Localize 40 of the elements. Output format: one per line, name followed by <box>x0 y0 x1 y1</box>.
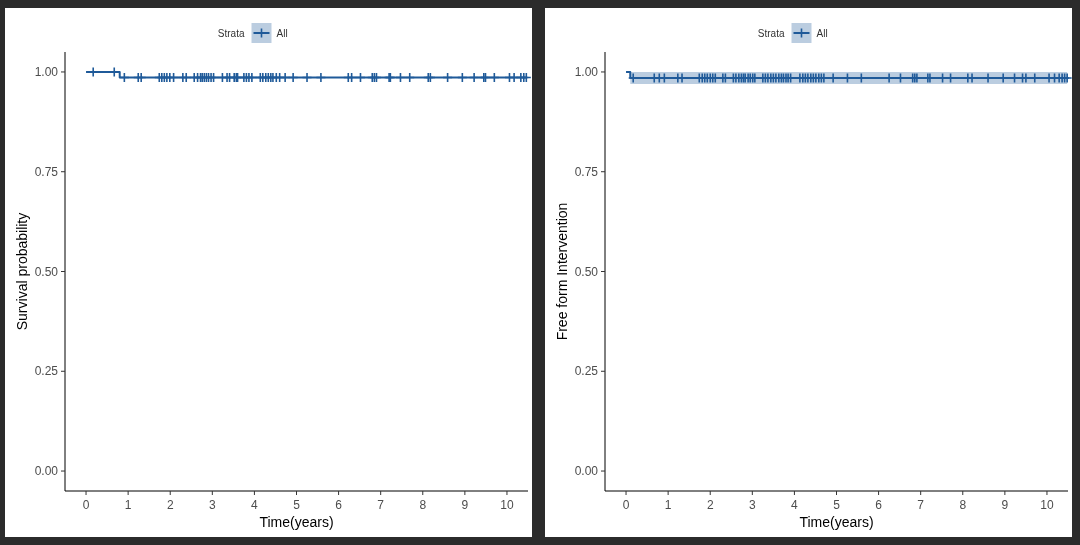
x-tick-label: 2 <box>166 498 174 512</box>
x-tick-label: 2 <box>706 498 714 512</box>
x-tick-label: 9 <box>461 498 469 512</box>
x-tick-label: 6 <box>875 498 883 512</box>
x-tick-label: 5 <box>293 498 301 512</box>
x-tick-label: 9 <box>1001 498 1009 512</box>
y-tick-label: 0.25 <box>574 364 599 379</box>
x-tick-label: 4 <box>251 498 259 512</box>
legend-label: All <box>276 28 288 39</box>
x-tick-label: 3 <box>208 498 216 512</box>
x-tick-label: 10 <box>1040 498 1054 512</box>
y-tick-label: 0.00 <box>574 464 599 479</box>
x-tick-label: 0 <box>82 498 90 512</box>
x-tick-label: 5 <box>833 498 841 512</box>
y-tick-label: 1.00 <box>574 64 599 79</box>
y-axis-title: Survival probability <box>14 212 30 331</box>
x-axis-title: Time(years) <box>259 514 334 530</box>
x-tick-label: 6 <box>335 498 343 512</box>
x-tick-label: 3 <box>748 498 756 512</box>
legend-title: Strata <box>217 28 245 39</box>
y-tick-label: 0.75 <box>34 164 59 179</box>
y-tick-label: 0.75 <box>574 164 599 179</box>
x-tick-label: 10 <box>500 498 514 512</box>
legend-label: All <box>816 28 828 39</box>
x-tick-label: 4 <box>791 498 799 512</box>
x-tick-label: 1 <box>124 498 132 512</box>
y-axis-title: Free form Intervention <box>554 202 570 341</box>
x-tick-label: 0 <box>622 498 630 512</box>
y-tick-label: 0.25 <box>34 364 59 379</box>
legend-title: Strata <box>757 28 785 39</box>
y-tick-label: 0.00 <box>34 464 59 479</box>
x-tick-label: 8 <box>419 498 427 512</box>
x-tick-label: 7 <box>917 498 925 512</box>
x-tick-label: 1 <box>664 498 672 512</box>
y-tick-label: 1.00 <box>34 64 59 79</box>
y-tick-label: 0.50 <box>574 264 599 279</box>
x-tick-label: 8 <box>959 498 967 512</box>
y-tick-label: 0.50 <box>34 264 59 279</box>
x-tick-label: 7 <box>377 498 385 512</box>
x-axis-title: Time(years) <box>799 514 874 530</box>
